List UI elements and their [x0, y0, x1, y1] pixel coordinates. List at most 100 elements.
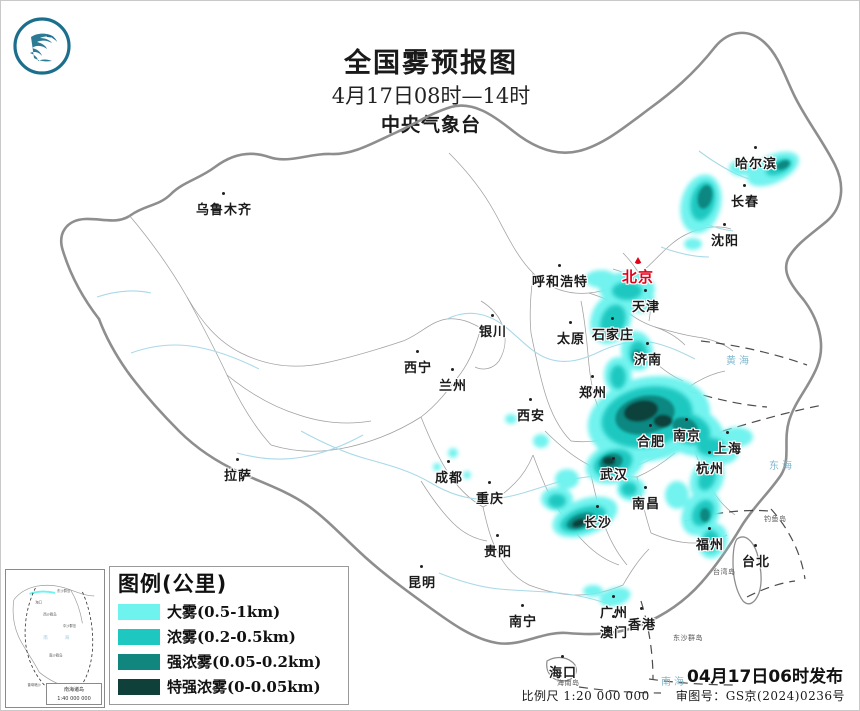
- city-label-22: 福州: [696, 527, 724, 553]
- city-dot-icon: [591, 375, 594, 378]
- city-dot-icon: [488, 481, 491, 484]
- legend-label-2: 强浓雾(0.05-0.2km): [167, 653, 322, 671]
- island-label-1: 钓鱼岛: [764, 515, 787, 523]
- city-label-33: 沈阳: [711, 223, 739, 249]
- city-label-3: 兰州: [439, 368, 467, 394]
- inset-scale-box: 南海诸岛 1:40 000 000: [46, 683, 102, 705]
- city-label-29: 澳门: [600, 615, 628, 641]
- city-label-5: 呼和浩特: [532, 264, 588, 290]
- city-dot-icon: [644, 486, 647, 489]
- city-label-28: 香港: [628, 607, 656, 633]
- city-dot-icon: [611, 317, 614, 320]
- city-dot-icon: [723, 223, 726, 226]
- svg-text:西沙群岛: 西沙群岛: [43, 611, 57, 616]
- legend-row-3: 特强浓雾(0-0.05km): [118, 674, 348, 699]
- city-label-0: 乌鲁木齐: [196, 192, 252, 218]
- city-dot-icon: [447, 460, 450, 463]
- legend-row-2: 强浓雾(0.05-0.2km): [118, 649, 348, 674]
- city-dot-icon: [416, 350, 419, 353]
- city-label-12: 西安: [517, 398, 545, 424]
- city-label-18: 杭州: [696, 451, 724, 477]
- legend-label-0: 大雾(0.5-1km): [167, 603, 281, 621]
- city-label-24: 贵阳: [484, 534, 512, 560]
- city-label-32: 长春: [731, 184, 759, 210]
- legend-rows: 大雾(0.5-1km) 浓雾(0.2-0.5km) 强浓雾(0.05-0.2km) 特…: [118, 599, 348, 699]
- svg-text:南沙群岛: 南沙群岛: [49, 653, 63, 658]
- city-dot-icon: [708, 451, 711, 454]
- city-label-23: 台北: [742, 544, 770, 570]
- city-label-1: 拉萨: [224, 458, 252, 484]
- city-label-6: 北京: [622, 257, 654, 287]
- city-label-19: 武汉: [600, 457, 628, 483]
- capital-marker-icon: [634, 257, 642, 264]
- city-label-16: 南京: [673, 418, 701, 444]
- city-dot-icon: [451, 368, 454, 371]
- city-dot-icon: [754, 146, 757, 149]
- city-dot-icon: [612, 457, 615, 460]
- city-label-31: 哈尔滨: [735, 146, 777, 172]
- city-dot-icon: [646, 342, 649, 345]
- city-label-10: 济南: [634, 342, 662, 368]
- map-scale: 比例尺 1:20 000 000: [521, 689, 650, 703]
- city-label-9: 太原: [557, 321, 585, 347]
- legend-row-1: 浓雾(0.2-0.5km): [118, 624, 348, 649]
- legend-swatch-3: [118, 678, 160, 695]
- legend-row-0: 大雾(0.5-1km): [118, 599, 348, 624]
- city-dot-icon: [726, 431, 729, 434]
- issue-time-stamp: 04月17日06时发布: [687, 667, 843, 687]
- city-label-26: 南宁: [509, 604, 537, 630]
- city-dot-icon: [222, 192, 225, 195]
- city-label-2: 西宁: [404, 350, 432, 376]
- island-label-2: 东沙群岛: [673, 634, 703, 642]
- legend-swatch-2: [118, 653, 160, 670]
- svg-text:曾母暗沙: 曾母暗沙: [28, 682, 42, 687]
- city-dot-icon: [743, 184, 746, 187]
- svg-text:南: 南: [43, 634, 48, 641]
- sea-label-0: 黄海: [726, 356, 752, 367]
- city-label-15: 合肥: [637, 424, 665, 450]
- city-label-11: 郑州: [579, 375, 607, 401]
- legend-label-3: 特强浓雾(0-0.05km): [167, 678, 321, 696]
- city-dot-icon: [612, 615, 615, 618]
- city-dot-icon: [708, 527, 711, 530]
- svg-text:东沙群岛: 东沙群岛: [57, 588, 71, 593]
- city-label-30: 海口: [549, 655, 577, 681]
- south-china-sea-inset: 东沙群岛 海口 西沙群岛 中沙群岛 南沙群岛 曾母暗沙 南 海 南海诸岛 1:40…: [5, 569, 105, 708]
- city-label-20: 南昌: [632, 486, 660, 512]
- city-dot-icon: [685, 418, 688, 421]
- city-label-4: 银川: [479, 314, 507, 340]
- city-label-17: 上海: [714, 431, 742, 457]
- city-dot-icon: [496, 534, 499, 537]
- footer-line: 比例尺 1:20 000 000 审图号：GS京(2024)0236号: [1, 687, 859, 704]
- city-dot-icon: [644, 289, 647, 292]
- legend-title: 图例(公里): [118, 572, 228, 596]
- legend-swatch-0: [118, 603, 160, 620]
- svg-text:海口: 海口: [35, 600, 42, 605]
- inset-scale-value: 1:40 000 000: [57, 696, 91, 702]
- city-label-25: 昆明: [408, 565, 436, 591]
- city-dot-icon: [561, 655, 564, 658]
- city-dot-icon: [236, 458, 239, 461]
- city-label-27: 广州: [600, 595, 628, 621]
- city-dot-icon: [521, 604, 524, 607]
- city-label-13: 成都: [435, 460, 463, 486]
- legend-swatch-1: [118, 628, 160, 645]
- city-label-21: 长沙: [584, 505, 612, 531]
- city-dot-icon: [529, 398, 532, 401]
- sea-label-2: 南海: [661, 677, 687, 688]
- legend-label-1: 浓雾(0.2-0.5km): [167, 628, 296, 646]
- city-dot-icon: [596, 505, 599, 508]
- island-label-0: 台湾岛: [713, 568, 736, 576]
- legend-box: 图例(公里) 大雾(0.5-1km) 浓雾(0.2-0.5km) 强浓雾(0.05-…: [109, 566, 349, 705]
- city-dot-icon: [558, 264, 561, 267]
- city-dot-icon: [612, 595, 615, 598]
- city-label-8: 石家庄: [592, 317, 634, 343]
- city-dot-icon: [420, 565, 423, 568]
- city-dot-icon: [569, 321, 572, 324]
- city-dot-icon: [640, 607, 643, 610]
- city-dot-icon: [754, 544, 757, 547]
- city-label-14: 重庆: [476, 481, 504, 507]
- sea-label-1: 东海: [769, 461, 795, 472]
